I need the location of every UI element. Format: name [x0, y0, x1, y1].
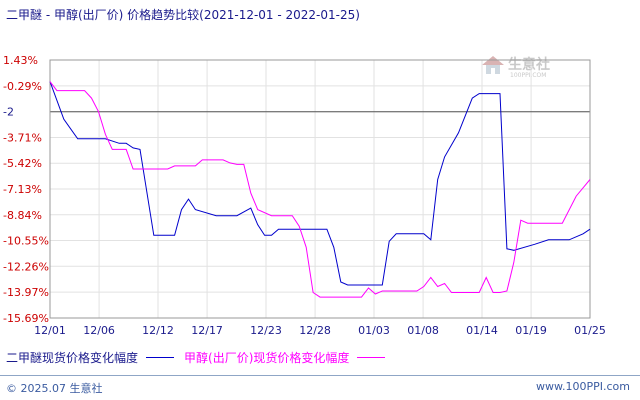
x-tick-label-2: 12/12	[142, 324, 174, 337]
legend-line-methanol	[357, 357, 386, 358]
x-tick-label-0: 12/01	[34, 324, 66, 337]
footer-divider	[0, 375, 640, 376]
y-tick-label-2: -2	[3, 106, 14, 119]
y-tick-label-8: -12.26%	[3, 260, 49, 273]
site-url[interactable]: www.100PPI.com	[536, 380, 630, 393]
x-tick-label-6: 01/03	[358, 324, 390, 337]
y-tick-label-3: -3.71%	[3, 131, 42, 144]
copyright-text: © 2025.07 生意社	[6, 382, 103, 395]
footer: © 2025.07 生意社 www.100PPI.com	[0, 373, 640, 400]
plot-border	[49, 59, 591, 319]
x-tick-label-5: 12/28	[299, 324, 331, 337]
chart-title-main: 二甲醚 - 甲醇(出厂价) 价格趋势比较	[6, 8, 200, 22]
x-tick-label-7: 01/08	[407, 324, 439, 337]
chart-title: 二甲醚 - 甲醇(出厂价) 价格趋势比较(2021-12-01 - 2022-0…	[6, 6, 360, 23]
y-tick-label-6: -8.84%	[3, 209, 42, 222]
y-tick-label-7: -10.55%	[3, 235, 49, 248]
legend: 二甲醚现货价格变化幅度 甲醇(出厂价)现货价格变化幅度	[6, 349, 395, 366]
x-tick-label-8: 01/14	[466, 324, 498, 337]
chart-title-range: (2021-12-01 - 2022-01-25)	[199, 8, 360, 22]
y-tick-label-5: -7.13%	[3, 183, 42, 196]
y-tick-label-4: -5.42%	[3, 157, 42, 170]
legend-label-dme: 二甲醚现货价格变化幅度	[6, 351, 139, 365]
y-tick-label-1: -0.29%	[3, 80, 42, 93]
watermark-text: 生意社	[508, 57, 550, 73]
legend-label-methanol: 甲醇(出厂价)现货价格变化幅度	[184, 351, 350, 365]
watermark-url: 100PPI.COM	[510, 72, 547, 79]
y-tick-label-0: 1.43%	[3, 54, 38, 67]
x-tick-label-1: 12/06	[83, 324, 115, 337]
series-line-1	[49, 81, 591, 298]
y-tick-label-9: -13.97%	[3, 286, 49, 299]
x-tick-label-9: 01/19	[515, 324, 547, 337]
x-tick-label-4: 12/23	[250, 324, 282, 337]
x-tick-label-10: 01/25	[574, 324, 606, 337]
series-line-0	[49, 81, 591, 286]
legend-line-dme	[146, 357, 175, 358]
y-tick-label-10: -15.69%	[3, 312, 49, 325]
x-tick-label-3: 12/17	[191, 324, 223, 337]
